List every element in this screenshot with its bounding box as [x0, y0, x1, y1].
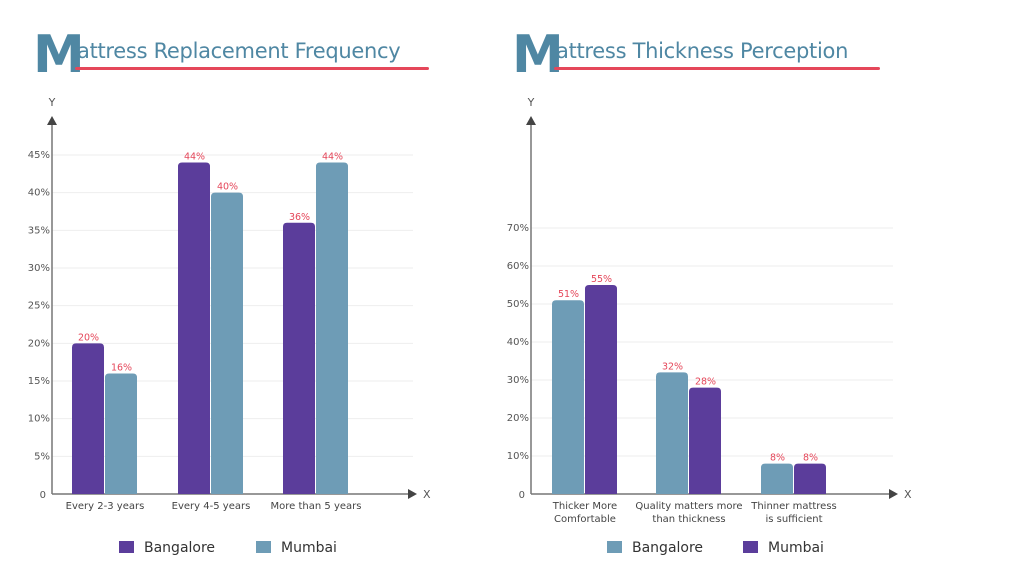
legend-swatch-mumbai [743, 541, 758, 553]
bar-mumbai [794, 463, 826, 494]
bar-bangalore [656, 372, 688, 494]
y-tick-label: 70% [507, 223, 529, 234]
y-tick-label: 0 [40, 490, 46, 501]
data-label: 51% [558, 289, 579, 300]
chart-title-underline [554, 67, 880, 70]
x-category-label: Comfortable [554, 514, 616, 525]
y-tick-label: 5% [34, 451, 50, 462]
x-category-label: Quality matters more [635, 501, 742, 512]
legend-swatch-mumbai [256, 541, 271, 553]
bar-mumbai [211, 192, 243, 494]
x-axis-arrow-icon [889, 489, 898, 499]
y-tick-label: 30% [28, 263, 50, 274]
bar-bangalore [178, 162, 210, 495]
bar-mumbai [316, 162, 348, 495]
y-tick-label: 15% [28, 376, 50, 387]
bar-bangalore [761, 463, 793, 494]
x-category-label: Thicker More [552, 501, 617, 512]
data-label: 40% [217, 182, 238, 193]
legend-label-bangalore: Bangalore [632, 540, 703, 556]
bar-mumbai [105, 373, 137, 494]
y-tick-label: 60% [507, 261, 529, 272]
chart-title-text: attress Replacement Frequency [77, 39, 401, 63]
y-tick-label: 35% [28, 225, 50, 236]
x-axis-label: X [904, 488, 912, 501]
chart-svg-replacement-frequency: 0 5% 10% 15% 20% 25% 30% 35% 40% 45% Y X 20% 16% Every… [28, 96, 431, 556]
legend-swatch-bangalore [607, 541, 622, 553]
data-label: 8% [770, 453, 785, 464]
legend-label-mumbai: Mumbai [281, 540, 337, 556]
chart-svg-thickness-perception: 0 10% 20% 30% 40% 50% 60% 70% Y X 51% 55% Thicker Mo… [507, 96, 912, 556]
y-tick-label: 0 [519, 490, 525, 501]
legend-label-bangalore: Bangalore [144, 540, 215, 556]
data-label: 8% [803, 453, 818, 464]
y-tick-label: 10% [507, 451, 529, 462]
y-tick-label: 10% [28, 414, 50, 425]
y-tick-label: 40% [507, 337, 529, 348]
y-axis-arrow-icon [526, 116, 536, 125]
chart-title: M attress Replacement Frequency [33, 25, 429, 85]
chart-title: M attress Thickness Perception [512, 25, 892, 85]
data-label: 16% [111, 362, 132, 373]
chart-title-text: attress Thickness Perception [556, 39, 849, 63]
y-tick-label: 20% [28, 338, 50, 349]
chart-panel-replacement-frequency: M attress Replacement Frequency 0 5% 10% 15… [28, 25, 431, 556]
chart-title-initial: M [512, 25, 564, 85]
x-category-label: Thinner mattress [750, 501, 837, 512]
x-axis-arrow-icon [408, 489, 417, 499]
y-tick-label: 25% [28, 301, 50, 312]
data-label: 20% [78, 332, 99, 343]
bar-mumbai [585, 285, 617, 494]
bar-bangalore [72, 343, 104, 494]
x-category-label: Every 2-3 years [66, 501, 145, 512]
y-tick-label: 50% [507, 299, 529, 310]
data-label: 36% [289, 212, 310, 223]
data-label: 44% [184, 152, 205, 163]
data-label: 44% [322, 152, 343, 163]
x-category-label: is sufficient [765, 514, 822, 525]
y-tick-label: 20% [507, 413, 529, 424]
chart-title-underline [75, 67, 429, 70]
data-label: 55% [591, 274, 612, 285]
y-axis-arrow-icon [47, 116, 57, 125]
x-category-label: More than 5 years [271, 501, 362, 512]
bar-bangalore [552, 300, 584, 494]
bar-bangalore [283, 222, 315, 495]
data-label: 32% [662, 361, 683, 372]
y-tick-label: 45% [28, 150, 50, 161]
data-label: 28% [695, 377, 716, 388]
bar-mumbai [689, 387, 721, 494]
x-category-label: Every 4-5 years [172, 501, 251, 512]
legend-label-mumbai: Mumbai [768, 540, 824, 556]
chart-title-initial: M [33, 25, 85, 85]
y-tick-label: 40% [28, 188, 50, 199]
chart-panel-thickness-perception: M attress Thickness Perception 0 10% 20% 30… [480, 0, 1024, 587]
y-axis-label: Y [527, 96, 535, 109]
legend-swatch-bangalore [119, 541, 134, 553]
x-axis-label: X [423, 488, 431, 501]
y-axis-label: Y [48, 96, 56, 109]
x-category-label: than thickness [652, 514, 725, 525]
y-tick-label: 30% [507, 375, 529, 386]
